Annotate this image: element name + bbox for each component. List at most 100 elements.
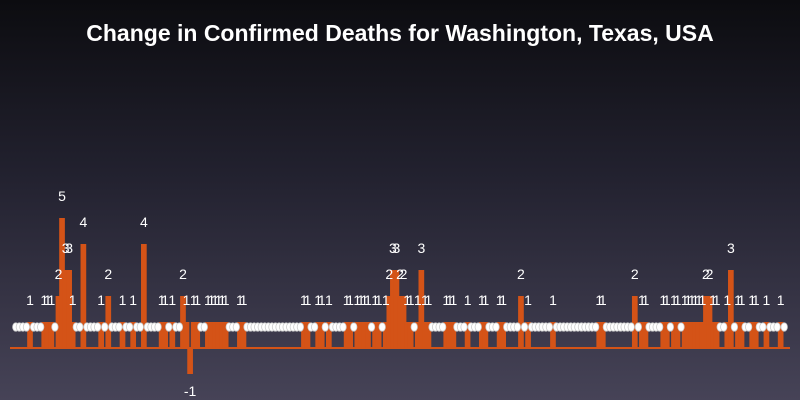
bar — [66, 270, 72, 348]
data-label: 1 — [763, 292, 771, 308]
data-label: -1 — [184, 383, 197, 399]
data-label: 1 — [681, 292, 689, 308]
bar — [62, 270, 69, 348]
bar — [141, 244, 147, 348]
data-label: 2 — [400, 266, 408, 282]
bar — [500, 322, 507, 348]
data-label: 5 — [58, 188, 66, 204]
bar — [397, 296, 403, 348]
bar — [69, 322, 76, 348]
data-label: 1 — [723, 292, 731, 308]
bar — [304, 322, 311, 348]
data-label: 1 — [211, 292, 219, 308]
data-label: 1 — [713, 292, 721, 308]
data-label: 1 — [684, 292, 692, 308]
bar — [169, 322, 176, 348]
zero-marker — [22, 322, 31, 332]
bar — [219, 322, 225, 348]
bar — [215, 322, 222, 348]
bar — [749, 322, 756, 348]
data-label: 1 — [97, 292, 105, 308]
zero-marker — [439, 322, 447, 332]
zero-marker — [115, 322, 123, 332]
zero-marker — [200, 322, 208, 332]
data-label: 1 — [190, 292, 198, 308]
data-label: 1 — [642, 292, 650, 308]
data-label: 1 — [364, 292, 372, 308]
data-label: 1 — [599, 292, 607, 308]
zero-marker — [136, 322, 144, 332]
data-label: 4 — [140, 214, 148, 230]
bar — [326, 322, 332, 348]
bar — [443, 322, 450, 348]
bar — [301, 322, 307, 348]
bar — [375, 322, 382, 348]
bar — [738, 322, 745, 348]
zero-marker — [677, 322, 685, 332]
data-label: 1 — [748, 292, 756, 308]
bar — [190, 322, 197, 348]
bar — [777, 322, 784, 348]
bar — [343, 322, 350, 348]
zero-marker — [627, 322, 635, 332]
data-label: 3 — [65, 240, 73, 256]
data-label: 1 — [425, 292, 433, 308]
data-label: 3 — [727, 240, 735, 256]
bar — [365, 322, 371, 348]
data-label: 1 — [382, 292, 390, 308]
bar — [596, 322, 603, 348]
bar — [390, 270, 396, 348]
data-label: 1 — [699, 292, 707, 308]
bar — [639, 322, 645, 348]
data-label: 1 — [119, 292, 127, 308]
zero-markers-layer — [12, 322, 788, 332]
zero-marker — [492, 322, 500, 332]
data-label: 1 — [752, 292, 760, 308]
bar — [158, 322, 165, 348]
bar — [180, 296, 186, 348]
bar — [464, 322, 471, 348]
zero-marker — [513, 322, 522, 332]
bar — [550, 322, 556, 348]
zero-marker — [730, 322, 739, 332]
data-label: 1 — [236, 292, 244, 308]
data-label: 1 — [222, 292, 230, 308]
bar — [240, 322, 247, 348]
bar — [27, 322, 33, 348]
zero-marker — [154, 322, 162, 332]
zero-marker — [720, 322, 728, 332]
data-label: 1 — [638, 292, 646, 308]
bar — [400, 296, 407, 348]
bar — [98, 322, 105, 348]
zero-marker — [592, 322, 600, 332]
data-label: 1 — [215, 292, 223, 308]
zero-marker — [101, 322, 109, 332]
bar — [631, 296, 638, 348]
bar — [347, 322, 354, 348]
data-label: 1 — [168, 292, 176, 308]
data-label: 1 — [549, 292, 557, 308]
data-label: 2 — [179, 266, 187, 282]
zero-marker — [367, 322, 376, 332]
zero-marker — [165, 322, 173, 332]
data-label: 1 — [40, 292, 48, 308]
bar — [699, 322, 706, 348]
chart-title: Change in Confirmed Deaths for Washingto… — [86, 20, 714, 46]
bar — [354, 322, 361, 348]
bar — [162, 322, 169, 348]
bar — [44, 322, 51, 348]
bar — [425, 322, 432, 348]
data-label: 2 — [631, 266, 639, 282]
data-label: 3 — [389, 240, 397, 256]
data-label: 2 — [706, 266, 714, 282]
data-label: 1 — [218, 292, 226, 308]
bar — [59, 218, 65, 348]
bar — [685, 322, 692, 348]
zero-marker — [545, 322, 554, 332]
data-label: 2 — [702, 266, 710, 282]
data-label: 2 — [104, 266, 112, 282]
data-label: 1 — [481, 292, 489, 308]
data-label: 1 — [343, 292, 351, 308]
bars-layer — [10, 218, 790, 374]
data-label: 1 — [375, 292, 383, 308]
